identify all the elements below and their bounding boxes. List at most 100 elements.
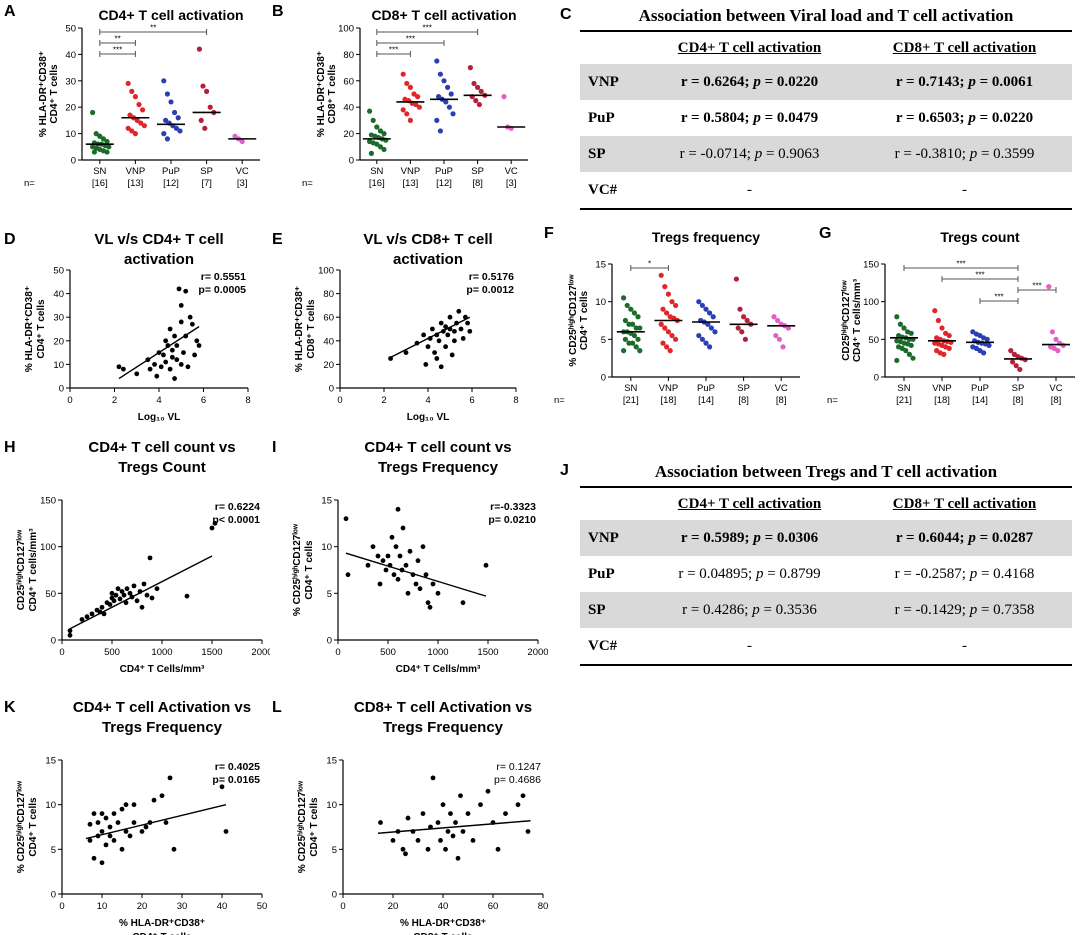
data-point	[377, 128, 383, 134]
chart-title: CD4+ T cell activation	[98, 7, 243, 23]
y-tick-label: 80	[343, 50, 354, 61]
panel-letter: L	[272, 699, 282, 716]
data-point	[104, 149, 110, 155]
regression-line	[118, 326, 200, 380]
y-tick-label: 100	[40, 542, 56, 553]
data-point	[897, 321, 903, 327]
group-n-label: [16]	[92, 178, 108, 189]
panel-k-cd4act-tregsfreq: K CD4+ T cell Activation vs Tregs Frequenc…	[4, 699, 267, 935]
data-point	[169, 347, 175, 353]
x-axis-label: % HLA-DR⁺CD38⁺	[119, 918, 205, 929]
x-tick-label: 10	[97, 901, 108, 912]
chart-title: VL v/s CD4+ T cell	[94, 231, 223, 248]
sig-label: ***	[389, 46, 398, 55]
table-c-header-cd4: CD4+ T cell activation	[677, 39, 822, 56]
stat-p: p< 0.0001	[212, 514, 260, 526]
data-point	[121, 592, 127, 598]
panel-letter: F	[544, 225, 554, 242]
data-point	[219, 784, 225, 790]
data-point	[400, 525, 406, 531]
data-point	[628, 306, 634, 312]
sig-label: ***	[423, 24, 432, 33]
regression-line	[85, 803, 227, 840]
data-point	[710, 314, 716, 320]
panel-letter-j: J	[560, 462, 569, 479]
data-point	[389, 534, 395, 540]
data-point	[131, 802, 137, 808]
data-point	[475, 84, 481, 90]
data-point	[737, 306, 743, 312]
x-tick-label: 1500	[201, 647, 222, 658]
data-point	[177, 128, 183, 134]
data-point	[181, 350, 186, 355]
data-point	[134, 117, 140, 123]
x-tick-label: 4	[425, 395, 430, 406]
x-tick-label: 4	[156, 395, 161, 406]
panel-h-cd4count-tregscount: H CD4+ T cell count vs Tregs Count 0 50 100 15…	[4, 439, 270, 675]
data-point	[437, 128, 443, 134]
x-axis-label: CD4⁺ T Cells/mm³	[396, 664, 481, 675]
data-point	[415, 94, 421, 100]
data-point	[125, 125, 131, 131]
y-tick-label: 50	[868, 335, 879, 346]
y-tick-label: 60	[343, 76, 354, 87]
data-point	[452, 328, 457, 334]
x-tick-label: SP	[471, 166, 484, 177]
table-j-header-cd4: CD4+ T cell activation	[677, 495, 822, 512]
group-n-label: [21]	[896, 395, 912, 406]
data-point	[1055, 348, 1061, 354]
data-point	[932, 308, 938, 314]
data-point	[744, 317, 750, 324]
data-point	[894, 357, 900, 364]
chart-title: CD8+ T cell activation	[371, 7, 516, 23]
data-point	[104, 138, 110, 145]
x-tick-label: VC	[505, 166, 518, 177]
data-point	[407, 117, 413, 123]
panel-g-tregs-count: G Tregs count 0 50 100 150 CD25ʰⁱᵍʰCD127ˡᵒʷ CD4…	[819, 225, 1075, 406]
data-point	[403, 350, 409, 355]
x-tick-label: 2	[112, 395, 117, 406]
data-point	[1013, 363, 1019, 369]
data-point	[413, 581, 419, 587]
x-tick-label: VNP	[401, 166, 421, 177]
data-point	[151, 797, 157, 803]
y-tick-label: 10	[53, 360, 64, 371]
data-point	[119, 806, 125, 812]
y-tick-label: 0	[601, 373, 606, 384]
table-j-grid: CD4+ T cell activation CD8+ T cell activ…	[580, 486, 1072, 666]
group-n-label: [8]	[738, 395, 749, 406]
y-tick-label: 20	[343, 129, 354, 140]
data-point	[403, 562, 409, 568]
panel-a-cd4-activation: A CD4+ T cell activation 0 10 20 30 40 50 % HLA-…	[4, 3, 260, 189]
table-row: VNP r = 0.6264; p = 0.0220 r = 0.7143; p…	[580, 64, 1072, 100]
y-axis-label: CD4⁺ T cells/mm³	[28, 528, 39, 612]
data-point	[407, 548, 413, 554]
data-point	[370, 544, 376, 550]
sig-label: ***	[956, 260, 965, 269]
data-point	[164, 91, 170, 97]
stat-r: r=-0.3323	[490, 501, 536, 513]
data-point	[198, 117, 204, 123]
data-point	[434, 356, 440, 361]
y-tick-label: 0	[327, 636, 332, 647]
data-point	[175, 115, 181, 121]
data-point	[113, 592, 119, 598]
data-point	[624, 302, 630, 309]
data-point	[147, 555, 153, 561]
data-point	[520, 793, 526, 799]
data-point	[662, 325, 668, 331]
data-point	[699, 336, 705, 342]
data-point	[194, 338, 200, 344]
stat-r: r= 0.1247	[496, 761, 541, 773]
x-tick-label: SN	[897, 383, 910, 394]
data-point	[239, 138, 245, 145]
data-point	[910, 355, 916, 361]
data-point	[374, 141, 380, 147]
data-point	[441, 78, 447, 84]
data-point	[443, 846, 448, 852]
x-tick-label: VNP	[126, 166, 146, 177]
x-tick-label: SN	[370, 166, 383, 177]
data-point	[169, 354, 175, 360]
data-point	[434, 117, 440, 123]
data-point	[430, 775, 436, 781]
